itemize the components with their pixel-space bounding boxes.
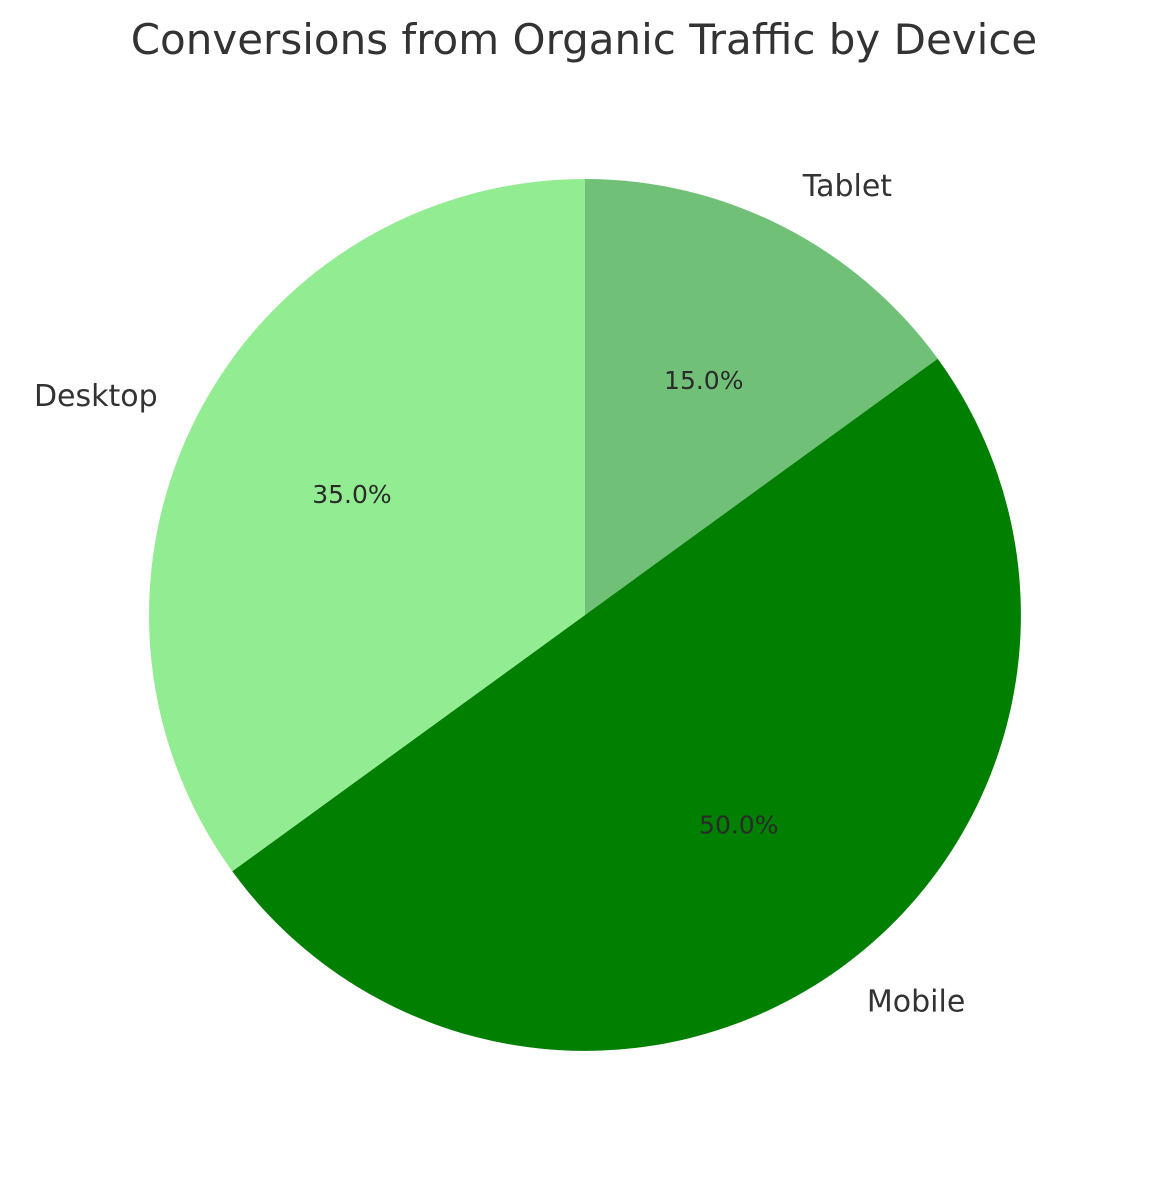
slice-label-desktop: Desktop [34,379,158,414]
slice-label-mobile: Mobile [867,985,965,1020]
pie-slice-mobile [232,358,1021,1051]
pie-slices [149,179,1021,1051]
percent-label-mobile: 50.0% [699,811,778,840]
pie-slice-tablet [585,179,938,615]
pie-slice-desktop [149,179,585,872]
slice-label-tablet: Tablet [802,169,893,204]
percent-label-desktop: 35.0% [312,480,391,509]
percent-label-tablet: 15.0% [664,366,743,395]
pie-labels: Tablet 15.0% Mobile 50.0% Desktop 35.0% [34,169,965,1019]
chart-title: Conversions from Organic Traffic by Devi… [131,15,1038,64]
